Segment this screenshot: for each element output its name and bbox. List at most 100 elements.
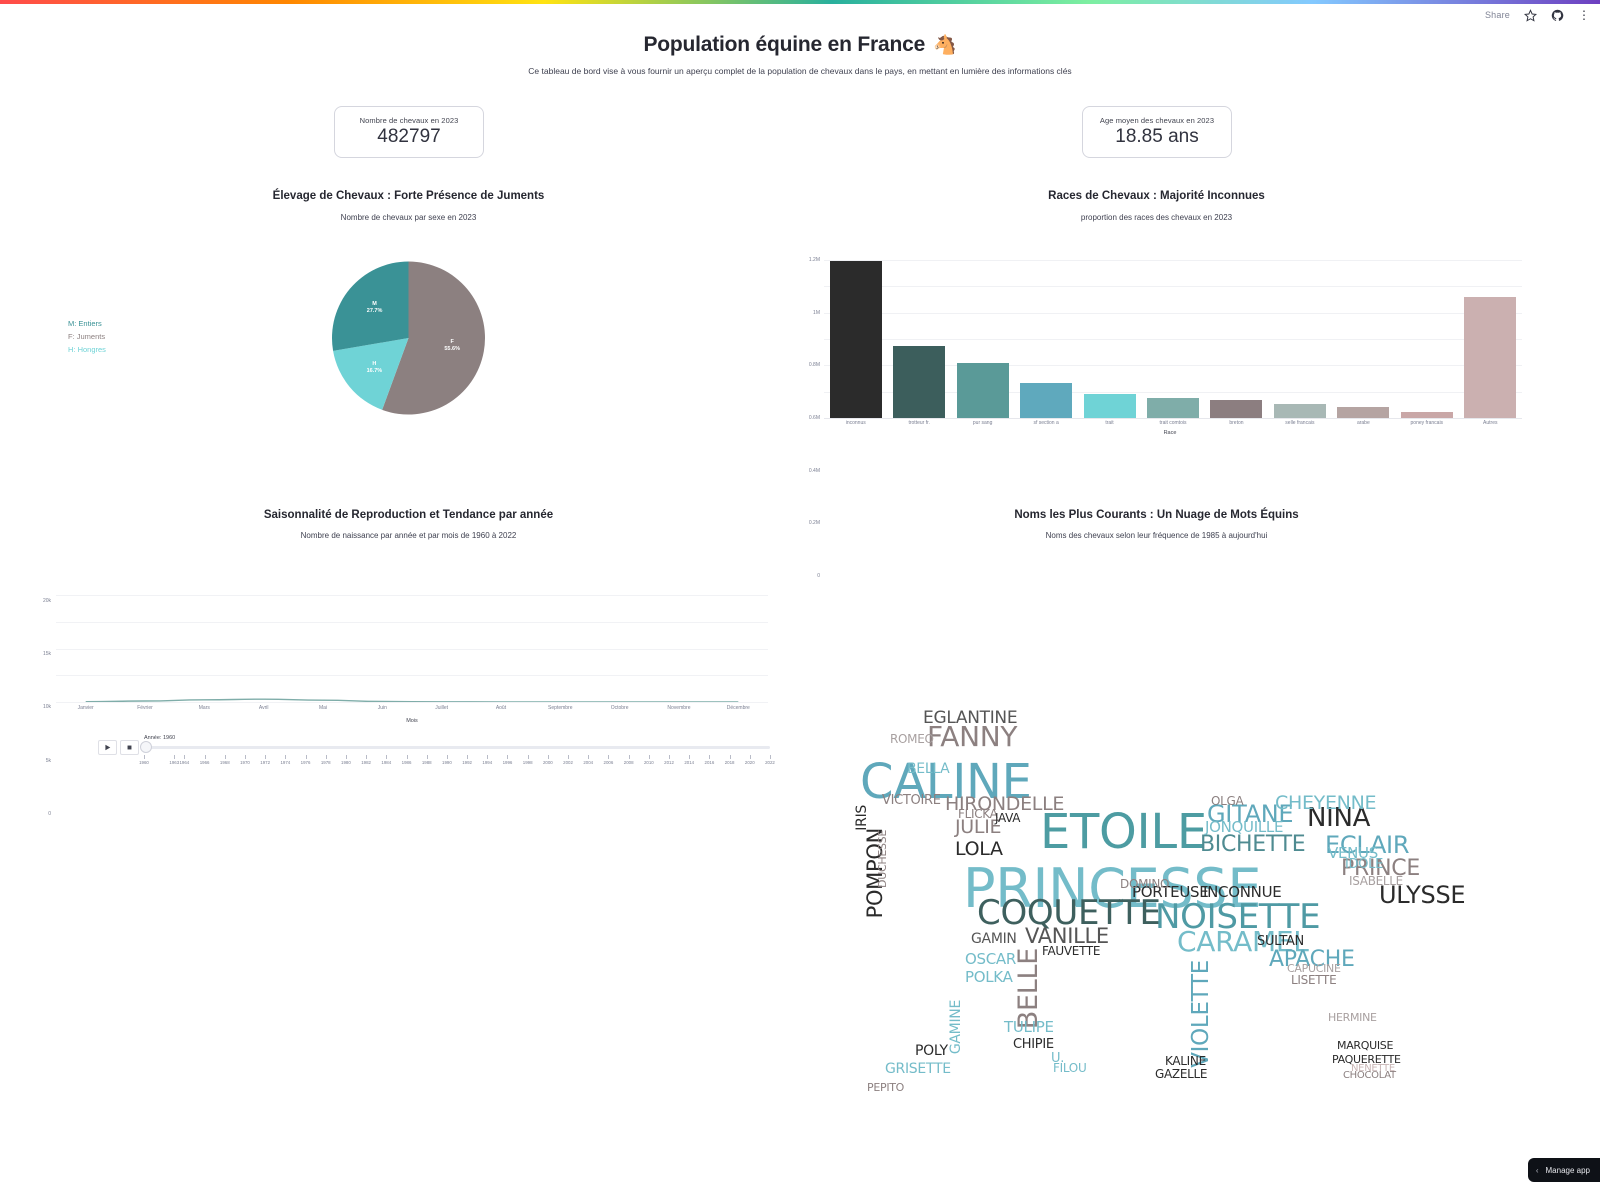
wordcloud-word[interactable]: VENUS	[1328, 844, 1378, 862]
wordcloud-word[interactable]: OLGA	[1211, 794, 1244, 808]
bar-trait-comtois[interactable]	[1146, 398, 1199, 418]
wordcloud-word[interactable]: GRISETTE	[885, 1061, 951, 1077]
share-button[interactable]: Share	[1484, 10, 1510, 20]
manage-app-button[interactable]: ‹ Manage app	[1527, 1158, 1600, 1182]
wordcloud-word[interactable]: GAMIN	[971, 931, 1017, 947]
github-icon[interactable]	[1551, 9, 1564, 22]
wordcloud-word[interactable]: POLKA	[965, 968, 1013, 986]
wordcloud-word[interactable]: DUCHESSE	[876, 830, 889, 888]
wordcloud-word[interactable]: CALINE	[860, 754, 1032, 810]
legend-item-hongres[interactable]: H: Hongres	[68, 344, 106, 357]
wordcloud-word[interactable]: PRINCESSE	[963, 857, 1262, 920]
wordcloud-word[interactable]: LOLA	[955, 838, 1003, 860]
wordcloud-word[interactable]: CHEYENNE	[1275, 792, 1377, 814]
wordcloud-word[interactable]: TULIPE	[1004, 1018, 1054, 1036]
wordcloud-word[interactable]: COQUETTE	[977, 893, 1161, 933]
bar-trait[interactable]	[1083, 394, 1136, 418]
wordcloud-word[interactable]: U.	[1051, 1051, 1065, 1066]
wordcloud-word[interactable]: KALINE	[1165, 1054, 1206, 1068]
wordcloud-word[interactable]: MARQUISE	[1337, 1039, 1394, 1052]
wordcloud-word[interactable]: ECLAIR	[1325, 831, 1410, 859]
wordcloud-word[interactable]: CHOCOLAT	[1343, 1070, 1396, 1081]
bar-column[interactable]	[1268, 260, 1331, 418]
wordcloud-word[interactable]: CARAMEL	[1177, 925, 1309, 958]
wordcloud-word[interactable]: LISETTE	[1291, 973, 1337, 987]
year-slider-track[interactable]	[144, 746, 770, 749]
bar-poney-francais[interactable]	[1400, 412, 1453, 418]
pause-button[interactable]	[120, 740, 139, 755]
wordcloud-word[interactable]: PRINCE	[1341, 856, 1420, 881]
bar-column[interactable]	[1141, 260, 1204, 418]
wordcloud-word[interactable]: PAQUERETTE	[1332, 1053, 1401, 1066]
pie-legend[interactable]: M: Entiers F: Juments H: Hongres	[68, 318, 106, 356]
bar-autres[interactable]	[1464, 296, 1517, 418]
wordcloud-word[interactable]: FLICKA	[958, 807, 998, 821]
pie-slice-f[interactable]	[382, 261, 486, 415]
wordcloud-word[interactable]: CAPUCINE	[1287, 962, 1341, 975]
bar-pur-sang[interactable]	[956, 362, 1009, 418]
breed-bar-chart[interactable]: 0 0.2M 0.4M 0.6M 0.8M 1M 1.2M	[800, 257, 1522, 579]
legend-item-juments[interactable]: F: Juments	[68, 331, 106, 344]
wordcloud-word[interactable]: FILOU	[1053, 1061, 1087, 1075]
bar-column[interactable]	[1205, 260, 1268, 418]
bar-inconnus[interactable]	[829, 261, 882, 418]
wordcloud-word[interactable]: GITANE	[1207, 800, 1294, 828]
legend-item-entiers[interactable]: M: Entiers	[68, 318, 106, 331]
bar-column[interactable]	[1078, 260, 1141, 418]
bar-column[interactable]	[1332, 260, 1395, 418]
wordcloud-word[interactable]: NINA	[1307, 803, 1371, 833]
wordcloud-word[interactable]: ROMEO	[890, 732, 934, 746]
pie-slice-h[interactable]	[333, 338, 409, 410]
wordcloud-word[interactable]: VIOLETTE	[1188, 960, 1214, 1068]
wordcloud-word[interactable]: NOISETTE	[1155, 897, 1321, 937]
wordcloud-word[interactable]: VANILLE	[1025, 924, 1109, 948]
wordcloud-word[interactable]: FAUVETTE	[1042, 944, 1101, 958]
wordcloud-word[interactable]: NENETTE	[1351, 1063, 1395, 1074]
bar-column[interactable]	[1014, 260, 1077, 418]
wordcloud-word[interactable]: ULYSSE	[1379, 881, 1466, 909]
bar-selle-francais[interactable]	[1273, 403, 1326, 418]
overflow-menu-icon[interactable]: ⋮	[1578, 8, 1590, 22]
wordcloud-word[interactable]: DOMINO	[1120, 877, 1170, 891]
wordcloud-word[interactable]: GAZELLE	[1155, 1067, 1208, 1081]
wordcloud-word[interactable]: EGLANTINE	[923, 708, 1018, 728]
bar-trotteur-fr-[interactable]	[893, 346, 946, 418]
wordcloud-word[interactable]: PORTEUSE	[1132, 883, 1209, 901]
bar-column[interactable]	[887, 260, 950, 418]
wordcloud-word[interactable]: JULIE	[955, 816, 1002, 838]
bar-breton[interactable]	[1210, 400, 1263, 418]
wordcloud-word[interactable]: POLY	[915, 1043, 948, 1059]
wordcloud-word[interactable]: JONQUILLE	[1205, 818, 1284, 836]
bar-arabe[interactable]	[1337, 407, 1390, 418]
wordcloud-word[interactable]: ISABELLE	[1349, 874, 1403, 888]
wordcloud-word[interactable]: HERMINE	[1328, 1011, 1377, 1024]
wordcloud-word[interactable]: SULTAN	[1257, 934, 1304, 949]
wordcloud-word[interactable]: FANNY	[927, 720, 1018, 753]
wordcloud-word[interactable]: ETOILE	[1040, 804, 1207, 860]
wordcloud-word[interactable]: HIRONDELLE	[945, 793, 1065, 815]
wordcloud-word[interactable]: APACHE	[1269, 947, 1355, 972]
wordcloud-word[interactable]: BELLA	[907, 761, 950, 777]
wordcloud-word[interactable]: GAMINE	[948, 1000, 964, 1055]
bar-column[interactable]	[824, 260, 887, 418]
bar-column[interactable]	[1459, 260, 1522, 418]
year-animation-controls[interactable]: Année: 1960 1960 1963 1964 1966 1968 1970 1972…	[98, 735, 775, 771]
wordcloud-word[interactable]: VICTOIRE	[882, 793, 941, 808]
bar-sf-section-a[interactable]	[1020, 383, 1073, 418]
seasonality-line-chart[interactable]: 0 5k 10k 15k 20k	[43, 590, 768, 817]
year-slider-handle[interactable]	[140, 741, 152, 753]
bar-column[interactable]	[1395, 260, 1458, 418]
wordcloud-word[interactable]: CHIPIE	[1013, 1037, 1054, 1052]
wordcloud-word[interactable]: JAVA	[995, 811, 1021, 825]
wordcloud-word[interactable]: PEPITO	[867, 1081, 905, 1094]
pie-slice-m[interactable]	[332, 261, 409, 351]
horse-names-word-cloud[interactable]: PRINCESSE CALINE ETOILE COQUETTE NOISETTE CAR…	[845, 700, 1495, 1100]
play-button[interactable]	[98, 740, 117, 755]
wordcloud-word[interactable]: OSCAR	[965, 950, 1016, 968]
wordcloud-word[interactable]: BICHETTE	[1200, 832, 1306, 857]
wordcloud-word[interactable]: INCONNUE	[1203, 883, 1282, 901]
sex-distribution-pie-chart[interactable]: M 27.7% H 16.7% F 55.6%	[332, 258, 486, 418]
bar-column[interactable]	[951, 260, 1014, 418]
wordcloud-word[interactable]: IDOLE	[1345, 857, 1384, 872]
star-icon[interactable]	[1524, 8, 1537, 22]
